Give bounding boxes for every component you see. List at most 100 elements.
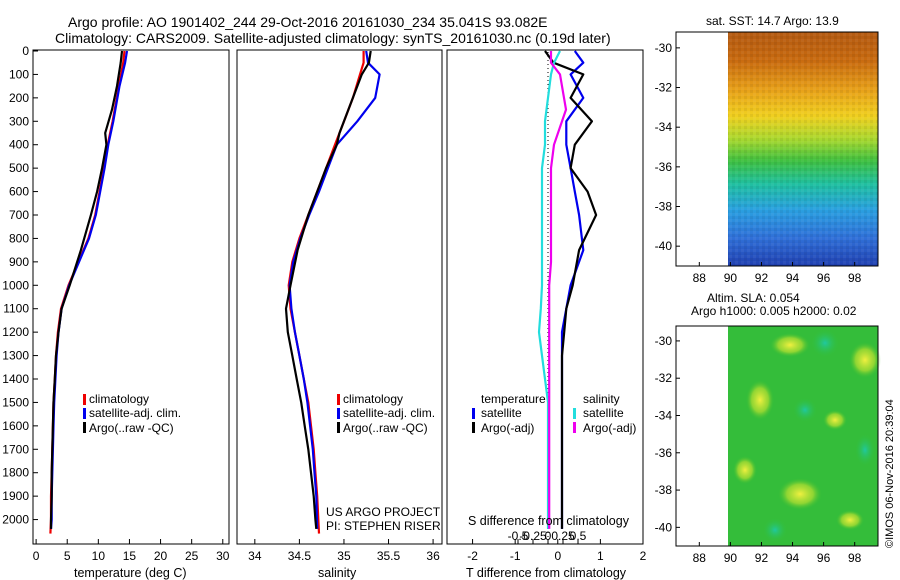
sla-blob <box>855 434 875 466</box>
map-x-tick-label: 94 <box>786 271 800 285</box>
y-tick-label: 1400 <box>2 372 29 386</box>
legend-label-t-argo: Argo(-adj) <box>481 421 534 435</box>
sla-map-panel: Altim. SLA: 0.054 Argo h1000: 0.005 h200… <box>655 291 881 565</box>
map-x-tick-label: 90 <box>724 271 738 285</box>
sst-map-border <box>675 31 879 267</box>
map-y-tick-label: -32 <box>655 371 673 385</box>
sla-blob <box>849 342 881 378</box>
temperature-axes-frame <box>32 49 230 545</box>
pi-annotation: PI: STEPHEN RISER <box>326 519 441 533</box>
legend-swatch-satellite <box>83 408 86 419</box>
sla-anomaly-blobs <box>733 329 881 542</box>
sst-map-title: sat. SST: 14.7 Argo: 13.9 <box>706 14 839 28</box>
legend-swatch-s-satellite <box>573 408 576 419</box>
sla-blob <box>811 329 839 357</box>
sst-map-axes: 88 90 92 94 96 98 -30 -32 -34 -36 -38 -40 <box>655 41 862 285</box>
x-tick-label: 0 <box>33 549 40 563</box>
map-y-tick-label: -34 <box>655 120 673 134</box>
salinity-panel: 34 34.5 35 35.5 36 salinity climatology sate… <box>236 49 443 580</box>
map-y-tick-label: -38 <box>655 483 673 497</box>
map-x-tick-label: 98 <box>848 271 862 285</box>
legend-label-satellite: satellite-adj. clim. <box>343 406 435 420</box>
legend-swatch-t-argo <box>472 422 475 433</box>
sla-map-border <box>675 325 879 547</box>
sla-title-line-2: Argo h1000: 0.005 h2000: 0.02 <box>691 304 857 318</box>
y-tick-label: 500 <box>9 161 29 175</box>
legend-swatch-argo <box>337 422 340 433</box>
y-tick-label: 0 <box>22 44 29 58</box>
sla-blob <box>836 510 864 530</box>
temperature-x-axis: 0 5 10 15 20 25 30 <box>33 539 230 563</box>
map-x-tick-label: 88 <box>693 551 707 565</box>
y-tick-label: 1000 <box>2 278 29 292</box>
s-tick-label: 0.5 <box>570 529 587 543</box>
difference-lines <box>537 50 598 529</box>
legend-label-satellite: satellite-adj. clim. <box>89 406 181 420</box>
map-y-tick-label: -36 <box>655 160 673 174</box>
s-tick-label: -0.5 <box>508 529 529 543</box>
map-y-tick-label: -30 <box>655 41 673 55</box>
map-y-tick-label: -40 <box>655 239 673 253</box>
legend-swatch-satellite <box>337 408 340 419</box>
map-x-tick-label: 90 <box>724 551 738 565</box>
legend-swatch-t-satellite <box>472 408 475 419</box>
difference-legend-temperature: temperature satellite Argo(-adj) <box>472 392 546 435</box>
map-x-tick-label: 92 <box>755 271 769 285</box>
s-difference-xlabel: S difference from climatology <box>468 514 630 528</box>
s-tick-label: -0.25 <box>519 529 547 543</box>
series-line-argo-raw-qc- <box>284 50 372 530</box>
s-difference-axis: -0.5-0.250 0.250.5 <box>508 529 587 544</box>
map-y-tick-label: -36 <box>655 446 673 460</box>
legend-swatch-climatology <box>337 394 340 405</box>
temperature-xlabel: temperature (deg C) <box>74 566 187 580</box>
legend-label-argo: Argo(..raw -QC) <box>343 421 428 435</box>
sla-title-line-1: Altim. SLA: 0.054 <box>707 291 800 305</box>
sst-map-panel: sat. SST: 14.7 Argo: 13.9 88 90 92 94 96 98 -3… <box>655 14 879 285</box>
map-x-tick-label: 94 <box>786 551 800 565</box>
salinity-axes-frame <box>236 49 443 545</box>
t-difference-xlabel: T difference from climatology <box>466 566 627 580</box>
legend-label-s-satellite: satellite <box>583 406 624 420</box>
sla-blob <box>823 410 847 430</box>
temperature-legend: climatology satellite-adj. clim. Argo(..… <box>83 392 181 435</box>
legend-swatch-s-argo <box>573 422 576 433</box>
y-tick-label: 400 <box>9 138 29 152</box>
y-tick-label: 1200 <box>2 325 29 339</box>
y-tick-label: 200 <box>9 91 29 105</box>
y-tick-label: 1700 <box>2 442 29 456</box>
x-tick-label: 35.5 <box>377 549 401 563</box>
series-line-t-argo-adj- <box>544 50 598 529</box>
legend-label-argo: Argo(..raw -QC) <box>89 421 174 435</box>
x-tick-label: 1 <box>597 549 604 563</box>
x-tick-label: -2 <box>467 549 478 563</box>
x-tick-label: 36 <box>426 549 440 563</box>
map-x-tick-label: 88 <box>693 271 707 285</box>
legend-label-s-argo: Argo(-adj) <box>583 421 636 435</box>
map-y-tick-label: -40 <box>655 520 673 534</box>
title-line-1: Argo profile: AO 1901402_244 29-Oct-2016… <box>68 14 548 30</box>
map-y-tick-label: -38 <box>655 200 673 214</box>
x-tick-label: 15 <box>123 549 137 563</box>
legend-label-climatology: climatology <box>343 392 403 406</box>
x-tick-label: 2 <box>640 549 647 563</box>
y-tick-label: 1900 <box>2 489 29 503</box>
y-tick-label: 100 <box>9 67 29 81</box>
title-line-2: Climatology: CARS2009. Satellite-adjuste… <box>55 30 611 46</box>
legend-swatch-climatology <box>83 394 86 405</box>
x-tick-label: 25 <box>185 549 199 563</box>
y-tick-label: 1600 <box>2 419 29 433</box>
sla-blob <box>778 478 822 510</box>
salinity-xlabel: salinity <box>318 566 357 580</box>
sla-blob <box>746 380 774 420</box>
map-x-tick-label: 92 <box>755 551 769 565</box>
map-y-tick-label: -34 <box>655 408 673 422</box>
x-tick-label: 30 <box>216 549 230 563</box>
series-line-s-satellite <box>537 50 561 529</box>
sla-map-axes: 88 90 92 94 96 98 -30 -32 -34 -36 -38 -40 <box>655 334 862 565</box>
x-tick-label: 5 <box>64 549 71 563</box>
x-tick-label: 20 <box>154 549 168 563</box>
sst-texture <box>728 32 878 266</box>
project-annotation: US ARGO PROJECT <box>326 505 441 519</box>
x-tick-label: 35 <box>337 549 351 563</box>
imos-timestamp: ©IMOS 06-Nov-2016 20:39:04 <box>884 399 896 548</box>
